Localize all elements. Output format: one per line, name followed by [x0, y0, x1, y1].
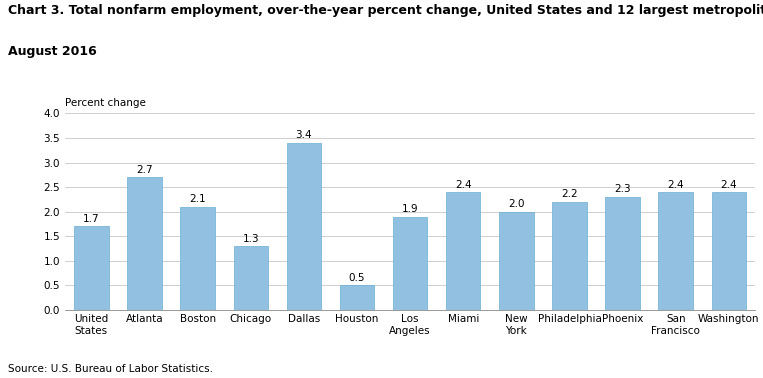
Bar — [712, 192, 746, 310]
Text: 2.2: 2.2 — [561, 189, 578, 200]
Bar — [180, 207, 215, 310]
Bar — [127, 177, 162, 310]
Text: 1.9: 1.9 — [402, 204, 418, 214]
Bar — [552, 202, 587, 310]
Bar — [287, 143, 321, 310]
Text: 2.1: 2.1 — [189, 194, 206, 204]
Bar — [446, 192, 481, 310]
Text: 1.7: 1.7 — [83, 214, 100, 224]
Bar — [605, 197, 640, 310]
Text: 2.0: 2.0 — [508, 199, 525, 209]
Bar — [393, 217, 427, 310]
Text: Source: U.S. Bureau of Labor Statistics.: Source: U.S. Bureau of Labor Statistics. — [8, 364, 213, 374]
Bar — [233, 246, 268, 310]
Text: 2.7: 2.7 — [137, 165, 153, 175]
Text: 3.4: 3.4 — [295, 130, 312, 141]
Bar — [658, 192, 693, 310]
Bar — [499, 212, 533, 310]
Text: 2.4: 2.4 — [668, 180, 684, 190]
Text: 2.4: 2.4 — [455, 180, 472, 190]
Text: August 2016: August 2016 — [8, 45, 96, 58]
Text: 2.4: 2.4 — [720, 180, 737, 190]
Bar — [340, 285, 375, 310]
Text: 0.5: 0.5 — [349, 273, 365, 283]
Text: 2.3: 2.3 — [614, 184, 631, 195]
Bar — [74, 226, 108, 310]
Text: Percent change: Percent change — [65, 98, 146, 108]
Text: Chart 3. Total nonfarm employment, over-the-year percent change, United States a: Chart 3. Total nonfarm employment, over-… — [8, 4, 763, 17]
Text: 1.3: 1.3 — [243, 234, 259, 244]
